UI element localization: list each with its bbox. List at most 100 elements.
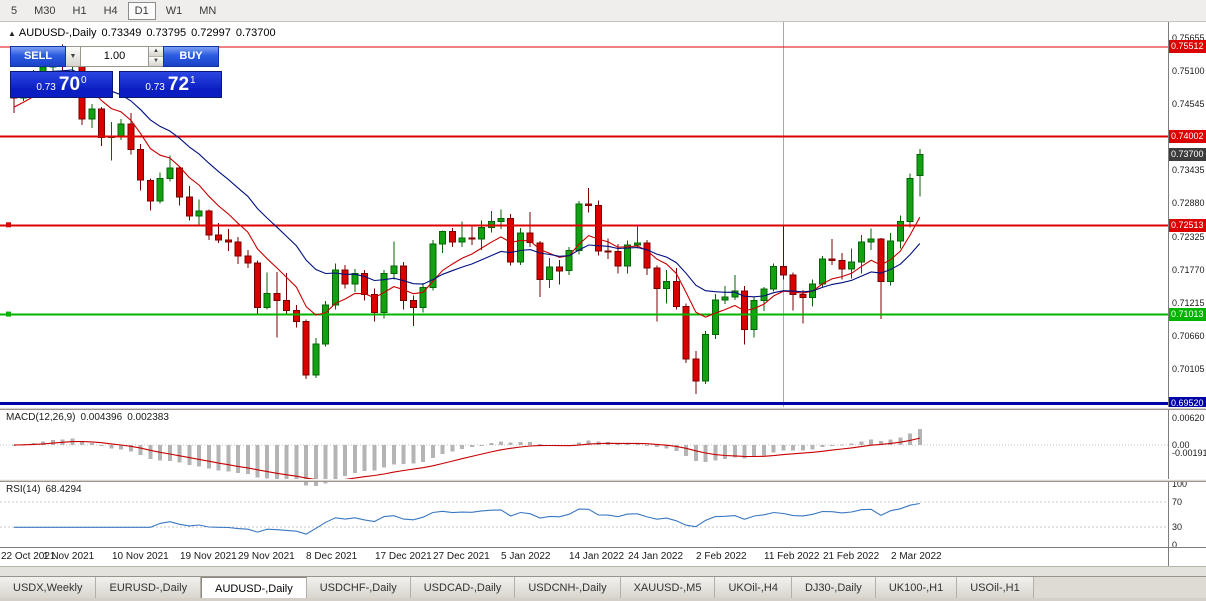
ask-price-display[interactable]: 0.73 72 1 <box>119 71 222 98</box>
price-axis[interactable]: 0.75655 0.75100 0.74545 0.73435 0.72880 0.723… <box>1168 22 1206 566</box>
window-edge <box>0 598 1206 601</box>
volume-spinner: ▲ ▼ <box>149 46 163 67</box>
ohlc-high: 0.73795 <box>146 27 187 39</box>
rsi-name: RSI(14) <box>6 484 41 495</box>
ohlc-low: 0.72997 <box>191 27 231 39</box>
macd-tick: -0.00191 <box>1172 448 1206 458</box>
macd-histogram <box>12 428 922 486</box>
chevron-down-icon: ▼ <box>69 53 77 60</box>
bid-prefix: 0.73 <box>36 81 56 93</box>
macd-signal-line <box>13 437 920 481</box>
macd-signal-value: 0.002383 <box>127 412 169 423</box>
chart-tab-usoil-h1[interactable]: USOil-,H1 <box>957 577 1034 598</box>
date-label: 14 Jan 2022 <box>569 551 625 562</box>
timeframe-button-d1[interactable]: D1 <box>127 1 156 20</box>
rsi-tick: 0 <box>1172 540 1178 550</box>
date-label: 17 Dec 2021 <box>375 551 432 562</box>
sell-button[interactable]: SELL <box>10 46 66 67</box>
date-label: 22 Oct 2021 <box>1 551 56 562</box>
price-level-badge: 0.72513 <box>1169 219 1206 232</box>
timeframe-toolbar: 5 M30 H1 H4 D1 W1 MN <box>0 0 1206 22</box>
rsi-tick: 100 <box>1172 479 1188 489</box>
ma-fast-line <box>13 74 921 318</box>
chart-tab-usdchf-daily[interactable]: USDCHF-,Daily <box>306 577 411 598</box>
pane-splitter[interactable] <box>0 479 1206 482</box>
date-label: 10 Nov 2021 <box>112 551 169 562</box>
macd-tick: 0.00 <box>1172 440 1190 450</box>
rsi-line <box>14 502 920 535</box>
price-tick: 0.70660 <box>1172 331 1205 341</box>
ask-pip-fraction: 1 <box>190 75 196 86</box>
date-label: 11 Feb 2022 <box>764 551 820 562</box>
chart-canvas[interactable] <box>0 22 1168 547</box>
ask-big-digits: 72 <box>167 74 190 95</box>
price-tick: 0.75655 <box>1172 33 1205 43</box>
price-tick: 0.71770 <box>1172 265 1205 275</box>
chart-tab-bar: USDX,Weekly EURUSD-,Daily AUDUSD-,Daily USD… <box>0 576 1206 599</box>
timeframe-button-mn[interactable]: MN <box>199 4 217 17</box>
price-level-badge: 0.75512 <box>1169 40 1206 53</box>
date-label: 24 Jan 2022 <box>628 551 684 562</box>
chart-title: ▲ AUDUSD-,Daily 0.73349 0.73795 0.72997 0.737… <box>8 27 276 39</box>
price-tick: 0.71215 <box>1172 298 1205 308</box>
price-tick: 0.75100 <box>1172 66 1205 76</box>
hline-0.72513 <box>0 222 1168 228</box>
macd-tick: 0.00620 <box>1172 413 1205 423</box>
date-label: 21 Feb 2022 <box>823 551 880 562</box>
timeframe-button-5[interactable]: 5 <box>11 4 18 17</box>
trade-controls-row: SELL ▼ 1.00 ▲ ▼ BUY <box>10 46 222 67</box>
current-price-badge: 0.73700 <box>1169 148 1206 161</box>
date-label: 2 Feb 2022 <box>696 551 747 562</box>
quote-row: 0.73 70 0 0.73 72 1 <box>10 71 222 98</box>
bid-big-digits: 70 <box>58 74 81 95</box>
ask-prefix: 0.73 <box>145 81 165 93</box>
date-label: 19 Nov 2021 <box>180 551 237 562</box>
date-label: 5 Jan 2022 <box>501 551 551 562</box>
rsi-tick: 70 <box>1172 497 1183 507</box>
buy-button[interactable]: BUY <box>163 46 219 67</box>
chart-tab-ukoil-h4[interactable]: UKOil-,H4 <box>715 577 792 598</box>
price-tick: 0.72325 <box>1172 232 1205 242</box>
pane-splitter[interactable] <box>0 407 1206 410</box>
symbol-label: AUDUSD-,Daily <box>18 27 97 39</box>
chart-tab-usdx-weekly[interactable]: USDX,Weekly <box>0 577 97 598</box>
chart-tab-audusd-daily[interactable]: AUDUSD-,Daily <box>201 577 307 599</box>
ma-slow-line <box>13 69 921 298</box>
timeframe-button-w1[interactable]: W1 <box>165 4 183 17</box>
date-label: 27 Dec 2021 <box>433 551 490 562</box>
timeframe-button-h4[interactable]: H4 <box>103 4 118 17</box>
chart-tab-xauusd-m5[interactable]: XAUUSD-,M5 <box>620 577 716 598</box>
date-label: 1 Nov 2021 <box>43 551 95 562</box>
volume-dropdown-button[interactable]: ▼ <box>66 46 81 67</box>
chart-tab-uk100-h1[interactable]: UK100-,H1 <box>875 577 958 598</box>
price-level-badge: 0.74002 <box>1169 130 1206 143</box>
bid-pip-fraction: 0 <box>81 75 87 86</box>
time-axis[interactable]: 22 Oct 2021 1 Nov 2021 10 Nov 2021 19 Nov 2… <box>0 547 1206 566</box>
rsi-label: RSI(14) 68.4294 <box>6 484 82 495</box>
date-label: 29 Nov 2021 <box>238 551 295 562</box>
date-label: 8 Dec 2021 <box>306 551 358 562</box>
timeframe-button-h1[interactable]: H1 <box>72 4 87 17</box>
macd-main-value: 0.004396 <box>80 412 123 423</box>
timeframe-button-m30[interactable]: M30 <box>34 4 56 17</box>
chart-tab-usdcad-daily[interactable]: USDCAD-,Daily <box>410 577 516 598</box>
price-tick: 0.70105 <box>1172 364 1205 374</box>
date-label: 2 Mar 2022 <box>891 551 942 562</box>
volume-input[interactable]: 1.00 <box>81 46 149 67</box>
price-tick: 0.73435 <box>1172 165 1205 175</box>
chart-tab-dj30-daily[interactable]: DJ30-,Daily <box>791 577 876 598</box>
macd-name: MACD(12,26,9) <box>6 412 76 423</box>
hline-0.71013 <box>0 311 1168 317</box>
spinner-up-icon[interactable]: ▲ <box>149 47 163 57</box>
price-level-badge: 0.69520 <box>1169 397 1206 410</box>
chart-tab-usdcnh-daily[interactable]: USDCNH-,Daily <box>515 577 621 598</box>
oct-toggle-icon[interactable]: ▲ <box>8 29 16 38</box>
price-tick: 0.74545 <box>1172 99 1205 109</box>
tabbar-spacer <box>0 566 1206 576</box>
rsi-tick: 30 <box>1172 522 1183 532</box>
rsi-value: 68.4294 <box>45 484 82 495</box>
bid-price-display[interactable]: 0.73 70 0 <box>10 71 113 98</box>
chart-tab-eurusd-daily[interactable]: EURUSD-,Daily <box>96 577 202 598</box>
spinner-down-icon[interactable]: ▼ <box>149 57 163 66</box>
